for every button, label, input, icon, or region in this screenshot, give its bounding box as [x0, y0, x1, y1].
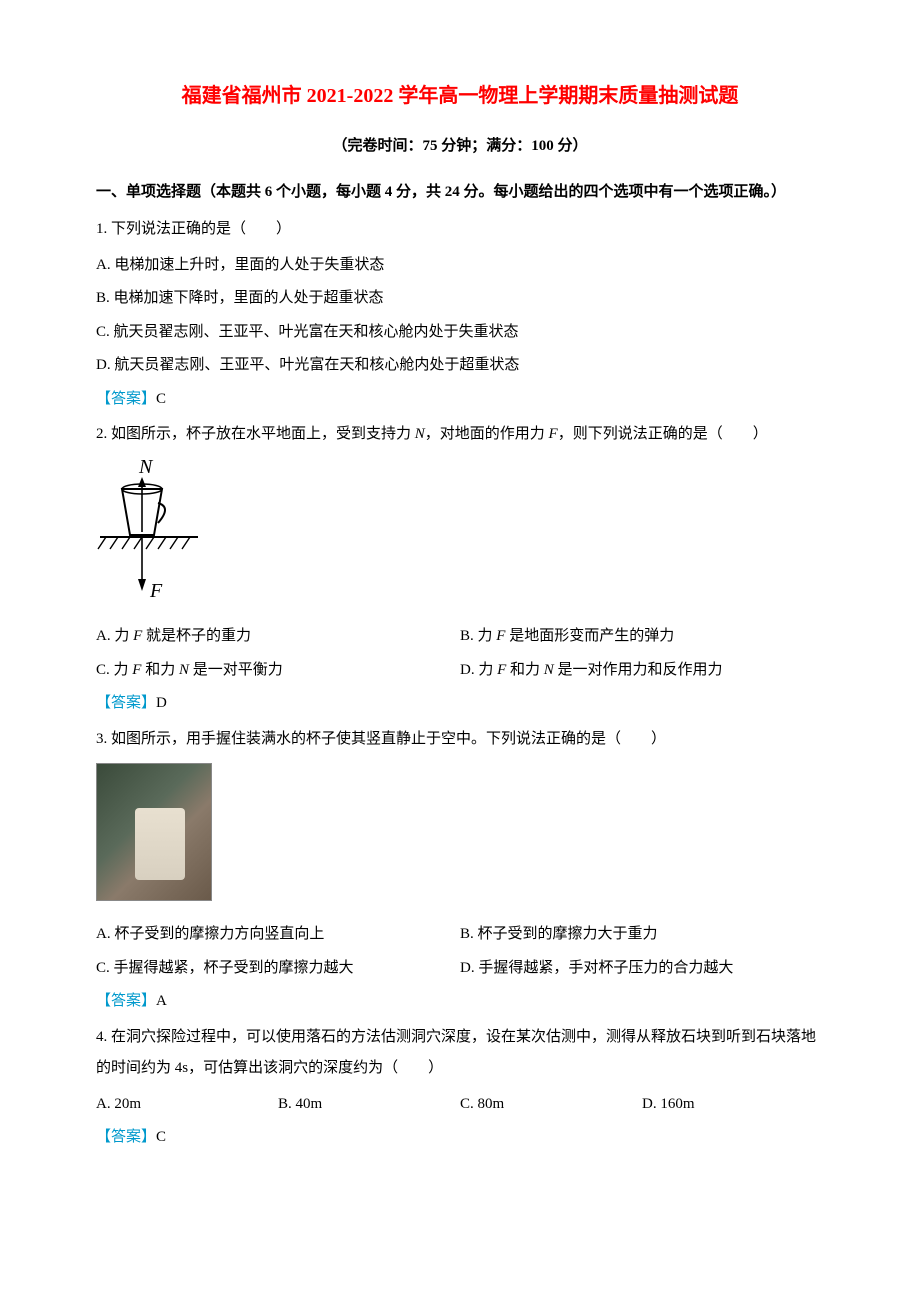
q4-option-c: C. 80m [460, 1089, 642, 1121]
q3-stem: 3. 如图所示，用手握住装满水的杯子使其竖直静止于空中。下列说法正确的是（ ） [96, 724, 824, 756]
force-n-label: N [138, 457, 154, 478]
q3-option-a: A. 杯子受到的摩擦力方向竖直向上 [96, 919, 460, 951]
q1-option-b: B. 电梯加速下降时，里面的人处于超重状态 [96, 283, 824, 315]
q3-options-row-2: C. 手握得越紧，杯子受到的摩擦力越大 D. 手握得越紧，手对杯子压力的合力越大 [96, 953, 824, 985]
q2-stem: 2. 如图所示，杯子放在水平地面上，受到支持力 N，对地面的作用力 F，则下列说… [96, 419, 824, 451]
q3-option-d: D. 手握得越紧，手对杯子压力的合力越大 [460, 953, 824, 985]
section-1-header: 一、单项选择题（本题共 6 个小题，每小题 4 分，共 24 分。每小题给出的四… [96, 177, 824, 209]
q1-answer-letter: C [156, 391, 166, 407]
q4-options-row: A. 20m B. 40m C. 80m D. 160m [96, 1089, 824, 1121]
q3-option-c: C. 手握得越紧，杯子受到的摩擦力越大 [96, 953, 460, 985]
q3-options-row-1: A. 杯子受到的摩擦力方向竖直向上 B. 杯子受到的摩擦力大于重力 [96, 919, 824, 951]
q2-answer: 【答案】D [96, 688, 824, 720]
q4-option-d: D. 160m [642, 1089, 824, 1121]
q3-answer-label: 【答案】 [96, 993, 156, 1009]
q4-answer-label: 【答案】 [96, 1129, 156, 1145]
q4-answer: 【答案】C [96, 1122, 824, 1154]
q2-option-c: C. 力 F 和力 N 是一对平衡力 [96, 655, 460, 687]
exam-page: 福建省福州市 2021-2022 学年高一物理上学期期末质量抽测试题 （完卷时间… [0, 0, 920, 1218]
q4-option-a: A. 20m [96, 1089, 278, 1121]
force-f-label: F [149, 580, 163, 602]
q1-stem: 1. 下列说法正确的是（ ） [96, 214, 824, 246]
q2-option-b: B. 力 F 是地面形变而产生的弹力 [460, 621, 824, 653]
q1-answer: 【答案】C [96, 384, 824, 416]
q2-options-row-1: A. 力 F 就是杯子的重力 B. 力 F 是地面形变而产生的弹力 [96, 621, 824, 653]
q2-option-a: A. 力 F 就是杯子的重力 [96, 621, 460, 653]
exam-subtitle: （完卷时间：75 分钟；满分：100 分） [96, 131, 824, 163]
q2-options-row-2: C. 力 F 和力 N 是一对平衡力 D. 力 F 和力 N 是一对作用力和反作… [96, 655, 824, 687]
q4-option-b: B. 40m [278, 1089, 460, 1121]
q2-answer-label: 【答案】 [96, 695, 156, 711]
q1-answer-label: 【答案】 [96, 391, 156, 407]
q3-answer: 【答案】A [96, 986, 824, 1018]
cup-force-diagram-icon: N F [96, 457, 206, 603]
q2-option-d: D. 力 F 和力 N 是一对作用力和反作用力 [460, 655, 824, 687]
q4-answer-letter: C [156, 1129, 166, 1145]
q3-answer-letter: A [156, 993, 167, 1009]
q1-option-a: A. 电梯加速上升时，里面的人处于失重状态 [96, 250, 824, 282]
q3-option-b: B. 杯子受到的摩擦力大于重力 [460, 919, 824, 951]
q1-option-c: C. 航天员翟志刚、王亚平、叶光富在天和核心舱内处于失重状态 [96, 317, 824, 349]
q2-figure: N F [96, 457, 824, 616]
q2-answer-letter: D [156, 695, 167, 711]
exam-title: 福建省福州市 2021-2022 学年高一物理上学期期末质量抽测试题 [96, 75, 824, 117]
q3-figure-photo [96, 763, 212, 901]
q4-stem: 4. 在洞穴探险过程中，可以使用落石的方法估测洞穴深度，设在某次估测中，测得从释… [96, 1022, 824, 1085]
q1-option-d: D. 航天员翟志刚、王亚平、叶光富在天和核心舱内处于超重状态 [96, 350, 824, 382]
